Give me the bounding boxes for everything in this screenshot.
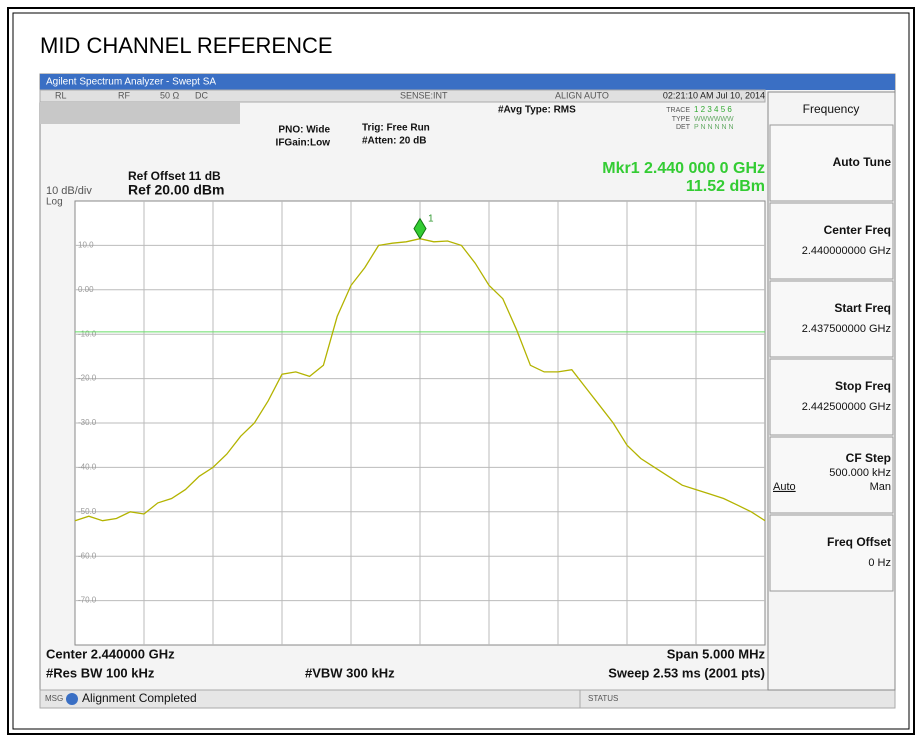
marker (413, 217, 427, 240)
type-val: WWWWWW (694, 116, 734, 123)
menu-title: Frequency (803, 102, 860, 116)
y-tick-label: -60.0 (78, 551, 97, 560)
sweep: Sweep 2.53 ms (2001 pts) (608, 665, 765, 680)
status-align: ALIGN AUTO (555, 90, 609, 100)
avg-type: #Avg Type: RMS (498, 105, 576, 116)
softkey-value: 2.437500000 GHz (802, 323, 891, 335)
softkey[interactable] (769, 358, 894, 436)
softkey-label: Freq Offset (827, 535, 891, 549)
inner-border (12, 12, 910, 730)
window-bar (40, 74, 895, 90)
type-label: TYPE (672, 116, 691, 123)
atten: #Atten: 20 dB (362, 136, 426, 147)
softkey-label: Stop Freq (835, 379, 891, 393)
gray-panel (40, 102, 240, 124)
window-title: Agilent Spectrum Analyzer - Swept SA (46, 77, 216, 88)
status-imp: 50 Ω (160, 90, 180, 100)
y-tick-label: -10.0 (78, 329, 97, 338)
status-time: 02:21:10 AM Jul 10, 2014 (663, 90, 765, 100)
ref-offset: Ref Offset 11 dB (128, 169, 221, 183)
y-tick-label: -50.0 (78, 507, 97, 516)
info-icon (66, 693, 78, 705)
rbw: #Res BW 100 kHz (46, 665, 155, 680)
plot: 10.0 0.00 -10.0 -20.0 -30.0 -40.0 -50.0 -60.0 -7… (74, 201, 766, 645)
status-rf: RF (118, 90, 130, 100)
softkey-label: Center Freq (824, 223, 891, 237)
softkeys: Frequency Auto Tune Center Freq 2.44000000… (767, 91, 896, 691)
softkey-option: Man (870, 481, 891, 493)
softkey-value: 2.440000000 GHz (802, 245, 891, 257)
msg-label: MSG (45, 694, 63, 703)
status-dc: DC (195, 90, 208, 100)
softkey[interactable] (769, 514, 894, 592)
vbw: #VBW 300 kHz (305, 665, 395, 680)
message-text: Alignment Completed (82, 691, 197, 705)
status-bar (39, 89, 766, 103)
softkey-label: Start Freq (834, 301, 891, 315)
softkey-value: 2.442500000 GHz (802, 401, 891, 413)
y-tick-label: -20.0 (78, 374, 97, 383)
trace-label: TRACE (666, 107, 690, 114)
marker-freq: Mkr1 2.440 000 0 GHz (602, 160, 765, 177)
outer-border (7, 7, 915, 735)
trig: Trig: Free Run (362, 123, 430, 134)
ifgain: IFGain:Low (276, 138, 331, 149)
status-rl: RL (55, 90, 67, 100)
status-label: STATUS (588, 694, 618, 703)
softkey-option: Auto (773, 481, 796, 493)
det-val: P N N N N N (694, 124, 734, 131)
ref-level: Ref 20.00 dBm (128, 182, 224, 198)
status-sense: SENSE:INT (400, 90, 448, 100)
trace-nums: 1 2 3 4 5 6 (694, 105, 732, 114)
span: Span 5.000 MHz (667, 646, 766, 661)
marker-level: 11.52 dBm (686, 178, 765, 195)
det-label: DET (676, 124, 691, 131)
scale-type: Log (46, 197, 63, 208)
scale: 10 dB/div (46, 185, 92, 197)
softkey[interactable] (769, 202, 894, 280)
center-freq: Center 2.440000 GHz (46, 646, 175, 661)
softkey-value: 500.000 kHz (829, 467, 891, 479)
softkey-value: 0 Hz (868, 557, 891, 569)
marker-name: 1 (428, 213, 434, 224)
y-tick-label: -30.0 (78, 418, 97, 427)
message-bar (39, 689, 896, 709)
page-title: MID CHANNEL REFERENCE (40, 33, 333, 58)
y-tick-label: -40.0 (78, 463, 97, 472)
softkey[interactable] (769, 436, 894, 514)
softkey[interactable] (769, 280, 894, 358)
pno: PNO: Wide (278, 125, 330, 136)
softkey-label: CF Step (846, 451, 891, 465)
softkey-label: Auto Tune (833, 155, 892, 169)
y-tick-label: 10.0 (78, 241, 94, 250)
softkey[interactable] (769, 124, 894, 202)
y-tick-label: 0.00 (78, 285, 94, 294)
y-tick-label: -70.0 (78, 596, 97, 605)
